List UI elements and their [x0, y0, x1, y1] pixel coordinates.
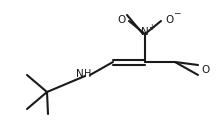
Text: O: O	[201, 65, 209, 75]
Text: −: −	[173, 8, 181, 18]
Text: H: H	[84, 69, 92, 79]
Text: O: O	[117, 15, 125, 25]
Text: +: +	[148, 22, 154, 32]
Text: N: N	[141, 27, 149, 37]
Text: O: O	[166, 15, 174, 25]
Text: N: N	[76, 69, 84, 79]
